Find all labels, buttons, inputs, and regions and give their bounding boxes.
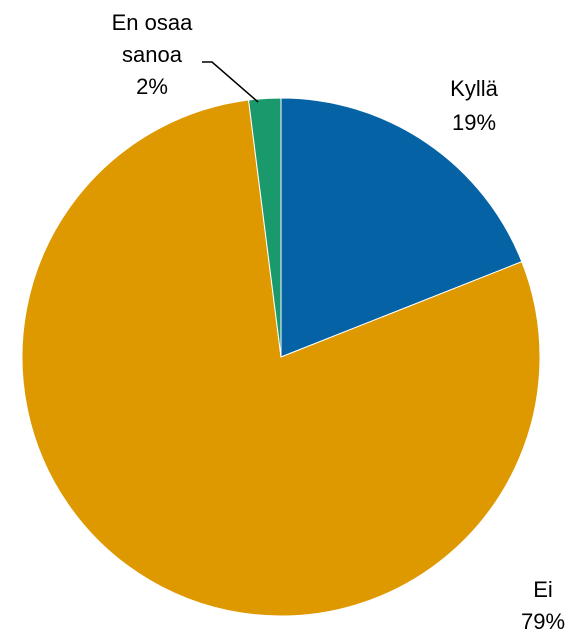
slice-name-en-osaa-sanoa-line2: sanoa — [122, 42, 183, 67]
pie-slice-ei — [21, 99, 541, 617]
data-label-kylla: Kyllä 19% — [450, 76, 498, 135]
slice-name-en-osaa-sanoa-line1: En osaa — [112, 10, 193, 35]
pie-slice-kylla — [280, 97, 523, 358]
data-label-ei: Ei 79% — [521, 577, 565, 634]
data-label-en-osaa-sanoa: En osaa sanoa 2% — [112, 10, 193, 99]
slice-value-en-osaa-sanoa: 2% — [136, 74, 168, 99]
slice-value-kylla: 19% — [452, 110, 496, 135]
leader-line-en-osaa-sanoa — [202, 61, 259, 103]
slice-value-ei: 79% — [521, 609, 565, 634]
pie-slice-en-osaa-sanoa — [247, 97, 282, 358]
slice-name-ei: Ei — [533, 577, 553, 602]
slice-name-kylla: Kyllä — [450, 76, 498, 101]
pie-slices — [21, 97, 541, 617]
